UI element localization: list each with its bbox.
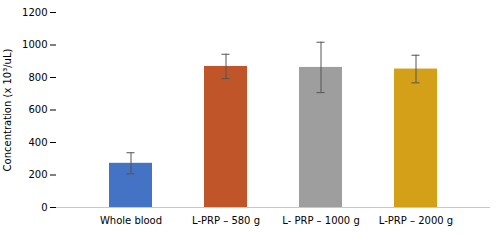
svg-text:200: 200 bbox=[28, 169, 47, 180]
svg-text:0: 0 bbox=[41, 202, 47, 213]
svg-text:400: 400 bbox=[28, 137, 47, 148]
svg-text:Concentration (x 10³/uL): Concentration (x 10³/uL) bbox=[2, 48, 13, 171]
svg-text:L-PRP – 2000 g: L-PRP – 2000 g bbox=[379, 215, 453, 226]
svg-text:L- PRP – 1000 g: L- PRP – 1000 g bbox=[282, 215, 360, 226]
svg-text:Whole blood: Whole blood bbox=[100, 215, 162, 226]
svg-text:1000: 1000 bbox=[22, 39, 47, 50]
svg-text:1200: 1200 bbox=[22, 7, 47, 18]
svg-text:600: 600 bbox=[28, 104, 47, 115]
svg-text:800: 800 bbox=[28, 72, 47, 83]
svg-text:L-PRP – 580 g: L-PRP – 580 g bbox=[192, 215, 260, 226]
